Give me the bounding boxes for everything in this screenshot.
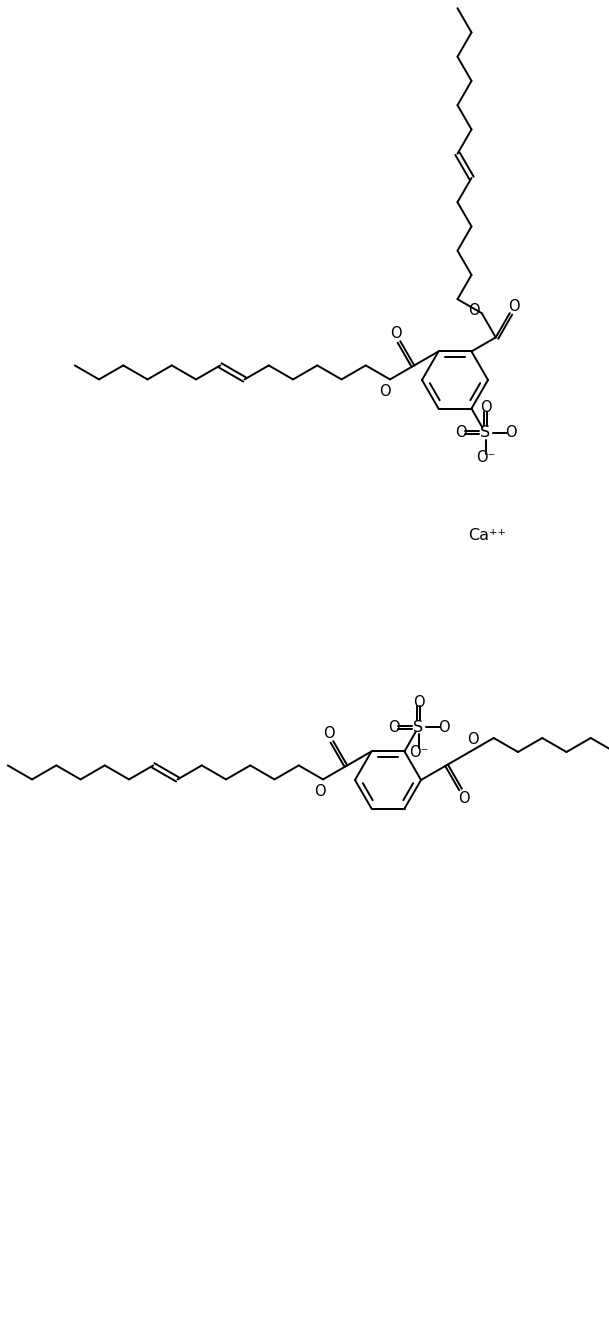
Text: O: O xyxy=(390,327,401,341)
Text: O⁻: O⁻ xyxy=(409,744,428,760)
Text: O: O xyxy=(466,732,478,747)
Text: O: O xyxy=(413,694,424,710)
Text: S: S xyxy=(481,426,491,440)
Text: O: O xyxy=(438,719,449,735)
Text: O: O xyxy=(455,426,466,440)
Text: O: O xyxy=(508,299,519,313)
Text: O: O xyxy=(480,401,491,415)
Text: O: O xyxy=(468,303,479,317)
Text: O: O xyxy=(388,719,400,735)
Text: S: S xyxy=(414,719,424,735)
Text: O: O xyxy=(323,726,334,740)
Text: O: O xyxy=(379,383,391,399)
Text: Ca⁺⁺: Ca⁺⁺ xyxy=(468,527,506,542)
Text: O: O xyxy=(314,784,326,798)
Text: O⁻: O⁻ xyxy=(476,451,495,465)
Text: O: O xyxy=(458,791,470,805)
Text: O: O xyxy=(505,426,516,440)
